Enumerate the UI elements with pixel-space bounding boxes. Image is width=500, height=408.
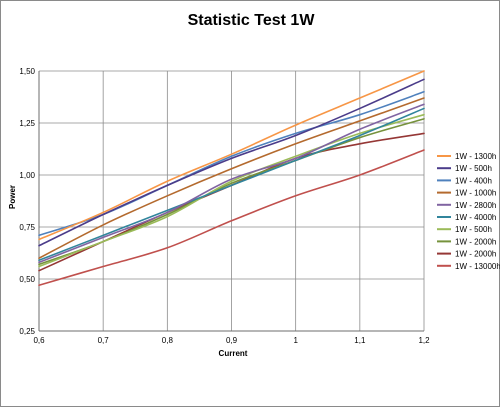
legend-label: 1W - 2000h [455,250,496,259]
y-tick-label: 0,50 [19,275,35,284]
series-line [38,70,425,241]
legend-label: 1W - 4000h [455,213,496,222]
x-tick-label: 0,8 [162,336,174,345]
x-tick-label: 0,7 [98,336,110,345]
legend: 1W - 1300h 1W - 500h 1W - 400h 1W - 1000h 1W… [437,152,500,271]
series-line [38,107,425,262]
series-line [38,78,425,247]
legend-label: 1W - 2000h [455,237,496,246]
y-tick-label: 0,75 [19,223,35,232]
y-axis-title: Power [8,185,17,209]
series-lines [38,70,425,287]
y-tick-label: 1,00 [19,171,35,180]
chart-title: Statistic Test 1W [188,12,316,29]
grid-lines [38,70,425,332]
x-tick-label: 1,1 [354,336,366,345]
x-tick-label: 0,9 [226,336,238,345]
x-tick-label: 0,6 [33,336,45,345]
series-line [38,97,425,259]
y-tick-label: 1,25 [19,119,35,128]
y-tick-label: 1,50 [19,67,35,76]
legend-label: 1W - 400h [455,176,492,185]
x-tick-label: 1 [293,336,298,345]
series-line [38,113,425,268]
series-line [38,103,425,264]
legend-label: 1W - 500h [455,225,492,234]
legend-label: 1W - 500h [455,164,492,173]
series-line [38,149,425,287]
x-tick-label: 1,2 [418,336,430,345]
legend-label: 1W - 1000h [455,189,496,198]
legend-label: 1W - 2800h [455,201,496,210]
axes [38,71,424,332]
x-axis-title: Current [219,349,248,358]
y-tick-label: 0,25 [19,327,35,336]
tick-labels: 0,25 0,50 0,75 1,00 1,25 1,50 0,6 0,7 0,8 0,9 1 1,1… [19,67,430,345]
legend-label: 1W - 13000h [455,262,500,271]
legend-label: 1W - 1300h [455,152,496,161]
